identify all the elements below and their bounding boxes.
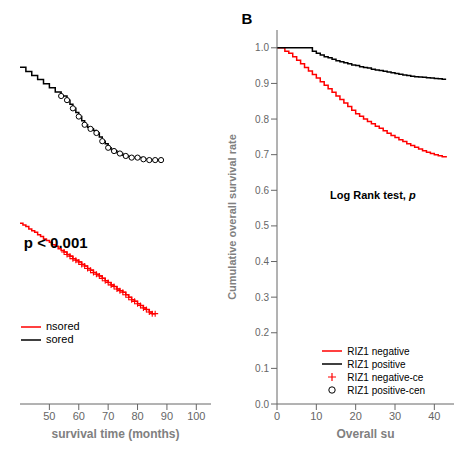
svg-text:100: 100 xyxy=(187,410,205,422)
html-text:nsored: nsored xyxy=(46,320,80,333)
svg-text:Cumulative overall survival ra: Cumulative overall survival rate xyxy=(226,134,238,300)
html-text:RIZ1 positive-cen: RIZ1 positive-cen xyxy=(347,384,426,396)
html-text:p < 0.001: p < 0.001 xyxy=(23,233,88,251)
svg-text:40: 40 xyxy=(428,410,440,422)
html-text:sored: sored xyxy=(46,333,74,346)
svg-text:0.4: 0.4 xyxy=(255,256,269,267)
svg-text:10: 10 xyxy=(310,410,322,422)
svg-text:0.6: 0.6 xyxy=(255,185,269,196)
html-text:RIZ1 negative-ce: RIZ1 negative-ce xyxy=(347,371,424,383)
svg-text:50: 50 xyxy=(43,410,55,422)
html-text:RIZ1 positive: RIZ1 positive xyxy=(347,358,406,370)
html-text:B: B xyxy=(241,10,253,27)
svg-text:70: 70 xyxy=(102,410,114,422)
svg-text:0.7: 0.7 xyxy=(255,149,269,160)
html-text:RIZ1 negative: RIZ1 negative xyxy=(347,345,410,357)
svg-text:90: 90 xyxy=(161,410,173,422)
svg-text:20: 20 xyxy=(350,410,362,422)
svg-text:0.1: 0.1 xyxy=(255,363,269,374)
svg-text:0: 0 xyxy=(274,410,280,422)
svg-text:60: 60 xyxy=(73,410,85,422)
svg-text:0.5: 0.5 xyxy=(255,220,269,231)
svg-text:0.0: 0.0 xyxy=(255,399,269,410)
svg-text:0.8: 0.8 xyxy=(255,114,269,125)
svg-text:1.0: 1.0 xyxy=(255,42,269,53)
svg-text:survival time (months): survival time (months) xyxy=(51,427,179,441)
svg-text:30: 30 xyxy=(389,410,401,422)
html-text:Log Rank test, p: Log Rank test, p xyxy=(330,188,416,201)
svg-text:0.2: 0.2 xyxy=(255,327,269,338)
svg-text:0.9: 0.9 xyxy=(255,78,269,89)
svg-text:80: 80 xyxy=(131,410,143,422)
svg-text:Overall su: Overall su xyxy=(336,427,394,441)
svg-text:0.3: 0.3 xyxy=(255,292,269,303)
